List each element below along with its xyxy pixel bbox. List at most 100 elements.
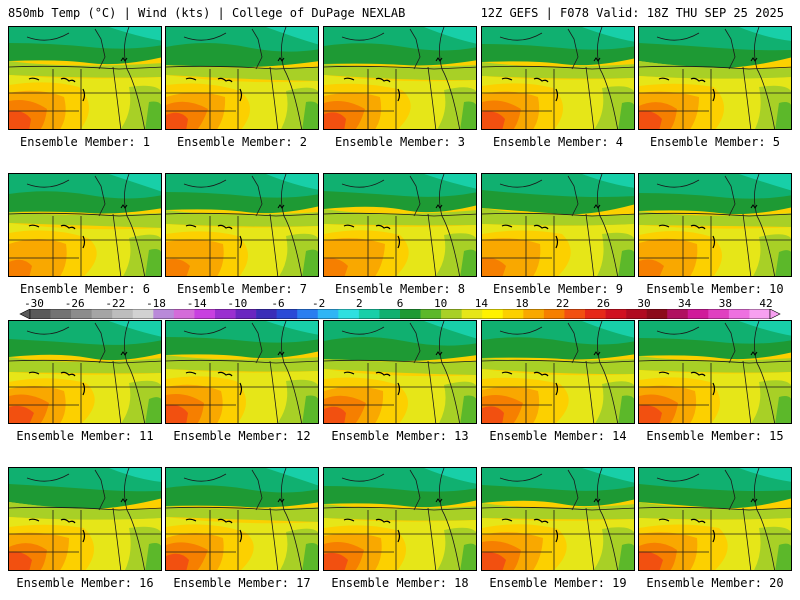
colorbar-bin xyxy=(235,309,257,319)
ensemble-map-3 xyxy=(323,26,477,130)
colorbar-bin xyxy=(194,309,216,319)
header-run-info: 12Z GEFS | F078 Valid: 18Z THU SEP 25 20… xyxy=(480,6,784,20)
ensemble-member-label: Ensemble Member: 7 xyxy=(176,282,308,296)
colorbar-bin xyxy=(379,309,401,319)
ensemble-map-19 xyxy=(481,467,635,571)
colorbar-bin xyxy=(728,309,750,319)
colorbar-bin xyxy=(358,309,380,319)
ensemble-member-label: Ensemble Member: 4 xyxy=(492,135,624,149)
colorbar-bin xyxy=(71,309,92,319)
ensemble-member-label: Ensemble Member: 3 xyxy=(334,135,466,149)
ensemble-member-label: Ensemble Member: 9 xyxy=(492,282,624,296)
ensemble-member-label: Ensemble Member: 20 xyxy=(646,576,784,590)
colorbar-tick-label: 30 xyxy=(637,297,651,310)
ensemble-map-20 xyxy=(638,467,792,571)
ensemble-map-6 xyxy=(8,173,162,277)
colorbar-bin xyxy=(441,309,462,319)
colorbar-bin xyxy=(646,309,668,319)
colorbar-tick-label: -14 xyxy=(186,297,207,310)
colorbar-bin xyxy=(112,309,134,319)
ensemble-member-label: Ensemble Member: 11 xyxy=(16,429,154,443)
colorbar-bin xyxy=(605,309,627,319)
colorbar-bin xyxy=(667,309,689,319)
colorbar-bin xyxy=(173,309,195,319)
colorbar-bin xyxy=(400,309,421,319)
ensemble-map-1 xyxy=(8,26,162,130)
colorbar-tick-label: 18 xyxy=(515,297,529,310)
colorbar-tick-label: 42 xyxy=(759,297,773,310)
header-title: 850mb Temp (°C) | Wind (kts) | College o… xyxy=(8,6,406,20)
ensemble-member-label: Ensemble Member: 1 xyxy=(19,135,151,149)
colorbar-strip xyxy=(19,309,781,319)
ensemble-map-13 xyxy=(323,320,477,424)
colorbar-bin xyxy=(297,309,319,319)
colorbar-bin xyxy=(215,309,236,319)
ensemble-member-label: Ensemble Member: 13 xyxy=(331,429,469,443)
ensemble-member-label: Ensemble Member: 16 xyxy=(16,576,154,590)
ensemble-map-12 xyxy=(165,320,319,424)
ensemble-map-14 xyxy=(481,320,635,424)
ensemble-member-label: Ensemble Member: 8 xyxy=(334,282,466,296)
ensemble-map-8 xyxy=(323,173,477,277)
colorbar-tick-label: 10 xyxy=(434,297,448,310)
colorbar-bin xyxy=(30,309,51,319)
colorbar-tick-label: 6 xyxy=(396,297,404,310)
colorbar-max-arrow xyxy=(769,309,781,319)
colorbar-tick-label: 38 xyxy=(718,297,732,310)
colorbar-tick-label: 34 xyxy=(678,297,692,310)
colorbar-bin xyxy=(585,309,606,319)
colorbar-bin xyxy=(317,309,339,319)
colorbar-tick-label: 2 xyxy=(356,297,363,310)
colorbar-bin xyxy=(708,309,730,319)
colorbar-bin xyxy=(153,309,175,319)
ensemble-map-16 xyxy=(8,467,162,571)
ensemble-map-7 xyxy=(165,173,319,277)
colorbar-tick-label: -26 xyxy=(64,297,85,310)
colorbar-bin xyxy=(749,309,771,319)
colorbar-bin xyxy=(523,309,545,319)
ensemble-member-label: Ensemble Member: 12 xyxy=(173,429,311,443)
ensemble-member-label: Ensemble Member: 18 xyxy=(331,576,469,590)
colorbar-tick-label: -30 xyxy=(24,297,44,310)
colorbar-bin xyxy=(543,309,565,319)
colorbar-tick-label: -2 xyxy=(312,297,326,310)
colorbar-bin xyxy=(482,309,504,319)
colorbar-tick-label: -10 xyxy=(227,297,248,310)
ensemble-map-9 xyxy=(481,173,635,277)
colorbar-tick-label: -6 xyxy=(271,297,285,310)
ensemble-map-18 xyxy=(323,467,477,571)
colorbar-bin xyxy=(50,309,72,319)
colorbar-bin xyxy=(461,309,483,319)
ensemble-map-5 xyxy=(638,26,792,130)
ensemble-member-label: Ensemble Member: 10 xyxy=(646,282,784,296)
colorbar-tick-label: -22 xyxy=(105,297,126,310)
colorbar-min-arrow xyxy=(19,309,31,319)
ensemble-member-label: Ensemble Member: 15 xyxy=(646,429,784,443)
ensemble-map-2 xyxy=(165,26,319,130)
ensemble-member-label: Ensemble Member: 6 xyxy=(19,282,151,296)
ensemble-map-17 xyxy=(165,467,319,571)
ensemble-member-label: Ensemble Member: 2 xyxy=(176,135,308,149)
ensemble-member-label: Ensemble Member: 5 xyxy=(649,135,781,149)
colorbar-bin xyxy=(338,309,360,319)
colorbar-bin xyxy=(687,309,709,319)
ensemble-map-11 xyxy=(8,320,162,424)
colorbar-bin xyxy=(132,309,154,319)
temperature-colorbar: -30 -26 -22 -18 -14 -10 -6 -2 2 6 10 14 18 22 26 30 34 38… xyxy=(0,297,800,321)
colorbar-bin xyxy=(276,309,298,319)
ensemble-member-label: Ensemble Member: 14 xyxy=(489,429,627,443)
colorbar-tick-label: -18 xyxy=(146,297,166,310)
colorbar-bin xyxy=(91,309,113,319)
colorbar-tick-label: 22 xyxy=(556,297,570,310)
ensemble-map-10 xyxy=(638,173,792,277)
ensemble-map-4 xyxy=(481,26,635,130)
ensemble-map-15 xyxy=(638,320,792,424)
colorbar-tick-label: 14 xyxy=(474,297,488,310)
colorbar-bin xyxy=(626,309,647,319)
colorbar-bin xyxy=(502,309,524,319)
ensemble-member-label: Ensemble Member: 17 xyxy=(173,576,311,590)
colorbar-bin xyxy=(564,309,586,319)
colorbar-tick-label: 26 xyxy=(596,297,610,310)
ensemble-member-label: Ensemble Member: 19 xyxy=(489,576,627,590)
colorbar-bin xyxy=(420,309,442,319)
